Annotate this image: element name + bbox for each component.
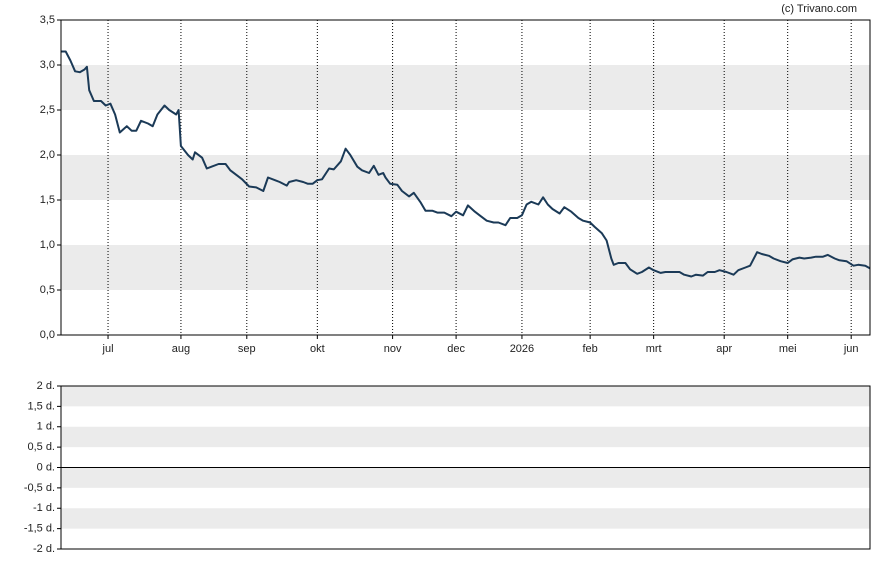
x-tick-label: feb xyxy=(582,343,597,355)
y-tick-label: 1,5 d. xyxy=(27,400,55,412)
x-tick-label: apr xyxy=(716,343,732,355)
x-tick-label: nov xyxy=(384,343,402,355)
grid-band xyxy=(61,245,870,290)
grid-band xyxy=(61,386,870,407)
y-tick-label: -0,5 d. xyxy=(24,482,55,494)
y-tick-label: 1 d. xyxy=(37,421,55,433)
grid-band xyxy=(61,426,870,448)
y-tick-label: -1 d. xyxy=(33,502,55,514)
y-tick-label: 0 d. xyxy=(37,461,55,473)
grid-band xyxy=(61,65,870,110)
x-tick-label: aug xyxy=(172,343,190,355)
y-tick-label: 2 d. xyxy=(37,380,55,392)
x-tick-label: mei xyxy=(779,343,797,355)
x-tick-label: dec xyxy=(447,343,465,355)
x-tick-label: sep xyxy=(238,343,256,355)
plot-frame xyxy=(60,385,871,550)
grid-band xyxy=(61,508,870,529)
y-tick-label: 0,5 d. xyxy=(27,441,55,453)
x-tick-label: 2026 xyxy=(510,343,534,355)
y-tick-label: -2 d. xyxy=(33,543,55,555)
price-line xyxy=(61,50,871,278)
credit: (c) Trivano.com xyxy=(781,3,857,15)
x-tick-label: mrt xyxy=(646,343,662,355)
y-tick-label: 0,0 xyxy=(40,329,55,341)
y-tick-label: 3,0 xyxy=(40,59,55,71)
y-tick-label: 3,5 xyxy=(40,14,55,26)
y-tick-label: 2,0 xyxy=(40,149,55,161)
x-tick-label: jun xyxy=(843,343,859,355)
y-tick-label: 2,5 xyxy=(40,104,55,116)
x-tick-label: jul xyxy=(102,343,114,355)
grid-band xyxy=(61,155,870,200)
y-tick-label: 1,0 xyxy=(40,239,55,251)
x-tick-label: okt xyxy=(310,343,325,355)
y-tick-label: -1,5 d. xyxy=(24,523,55,535)
y-tick-label: 1,5 xyxy=(40,194,55,206)
grid-band xyxy=(61,467,870,488)
plot-frame xyxy=(60,19,871,336)
y-tick-label: 0,5 xyxy=(40,284,55,296)
